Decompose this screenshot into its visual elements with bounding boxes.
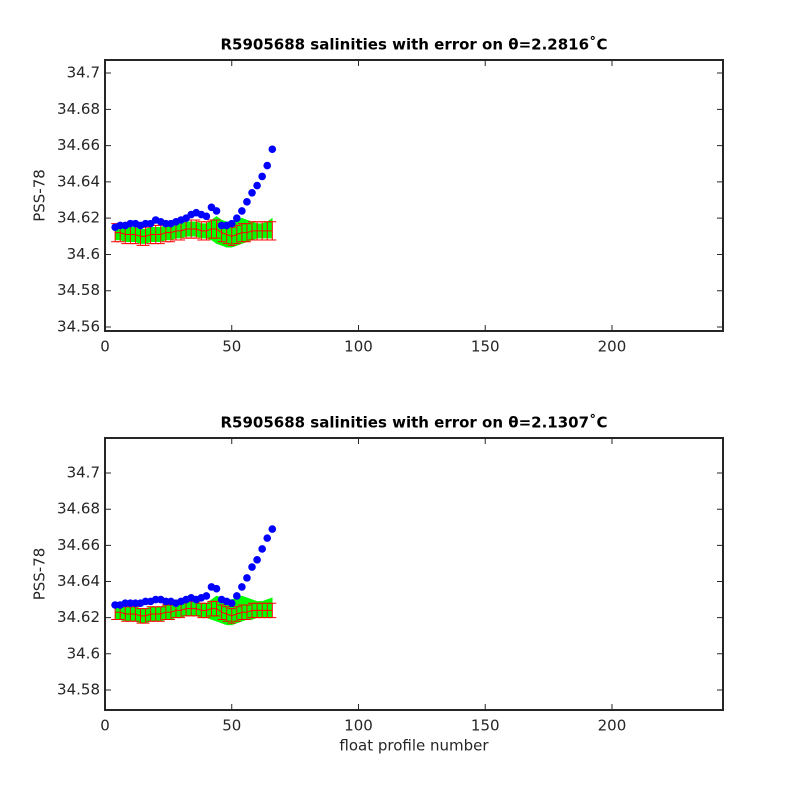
salinity-point	[268, 525, 277, 533]
y-tick-label: 34.64	[57, 172, 100, 190]
y-tick-label: 34.66	[57, 536, 100, 554]
chart-title: R5905688 salinities with error on θ=2.13…	[220, 414, 607, 432]
y-axis-label: PSS-78	[31, 548, 49, 601]
y-tick-label: 34.58	[57, 281, 100, 299]
error-bar	[268, 221, 277, 241]
salinity-point	[263, 161, 272, 170]
error-band	[241, 595, 248, 622]
salinity-point	[227, 599, 236, 607]
salinity-point	[268, 145, 277, 154]
error-band	[256, 601, 263, 618]
error-bar	[242, 223, 251, 243]
x-tick-label: 200	[598, 717, 627, 735]
mean-line	[115, 228, 273, 237]
salinity-point	[202, 592, 211, 600]
error-band	[261, 221, 268, 239]
salinity-point	[243, 198, 251, 206]
salinity-point	[233, 592, 241, 600]
y-tick-label: 34.68	[57, 100, 100, 118]
salinity-point	[238, 207, 246, 215]
salinity-point	[227, 219, 236, 228]
error-bar	[227, 608, 236, 624]
error-bar	[202, 221, 211, 241]
x-tick-label: 100	[344, 717, 373, 735]
salinity-point	[243, 574, 251, 582]
salinity-point	[248, 563, 256, 571]
error-band	[266, 597, 273, 618]
error-band	[241, 217, 248, 244]
y-tick-label: 34.62	[57, 608, 100, 626]
y-tick-label: 34.64	[57, 572, 100, 590]
salinity-point	[253, 181, 261, 190]
salinity-point	[263, 534, 272, 542]
error-bar	[232, 606, 241, 622]
error-bar	[212, 219, 221, 239]
error-bar	[156, 606, 165, 622]
x-tick-label: 100	[344, 338, 373, 356]
error-bar	[242, 604, 251, 620]
error-band	[246, 597, 253, 620]
x-tick-label: 150	[471, 717, 500, 735]
error-bar	[217, 604, 226, 620]
x-tick-label: 150	[471, 338, 500, 356]
axes-frame	[104, 59, 724, 332]
error-bar	[222, 606, 231, 622]
error-bar	[192, 219, 201, 239]
error-band	[251, 599, 258, 620]
axes-frame	[104, 437, 724, 711]
salinity-point	[253, 556, 261, 564]
error-bar	[141, 608, 150, 624]
x-tick-label: 0	[100, 717, 110, 735]
salinity-point	[248, 188, 256, 197]
error-bar	[268, 602, 277, 619]
x-tick-label: 50	[222, 717, 241, 735]
y-tick-label: 34.6	[67, 245, 100, 263]
salinity-point	[258, 545, 266, 553]
salinity-point	[233, 214, 241, 222]
x-axis-label: float profile number	[339, 737, 489, 755]
salinity-point	[258, 172, 266, 181]
x-tick-label: 200	[598, 338, 627, 356]
error-band	[261, 599, 268, 618]
y-tick-label: 34.6	[67, 644, 100, 662]
x-tick-label: 50	[222, 338, 241, 356]
plot-area	[105, 438, 723, 710]
salinity-point	[238, 583, 246, 591]
y-axis-label: PSS-78	[31, 169, 49, 222]
y-tick-label: 34.66	[57, 136, 100, 154]
plot-area	[105, 60, 723, 331]
error-band	[266, 217, 273, 239]
y-tick-label: 34.68	[57, 500, 100, 518]
salinity-point	[212, 207, 221, 215]
y-tick-label: 34.62	[57, 209, 100, 227]
salinity-point	[212, 584, 221, 593]
x-tick-label: 0	[100, 338, 110, 356]
error-bar	[202, 602, 211, 619]
salinity-point	[202, 212, 211, 221]
y-tick-label: 34.7	[67, 464, 100, 482]
y-tick-label: 34.7	[67, 64, 100, 82]
y-tick-label: 34.56	[57, 318, 100, 336]
y-tick-label: 34.58	[57, 680, 100, 698]
mean-line	[115, 608, 273, 617]
chart-title: R5905688 salinities with error on θ=2.28…	[220, 36, 607, 54]
